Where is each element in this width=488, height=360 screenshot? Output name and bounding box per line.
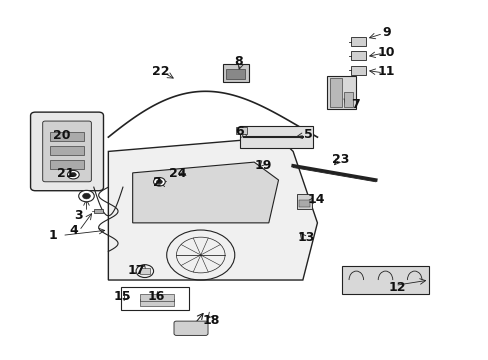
Text: 23: 23 — [331, 153, 349, 166]
Bar — [140, 294, 174, 301]
Text: 24: 24 — [169, 167, 186, 180]
Bar — [351, 51, 366, 60]
Text: 12: 12 — [388, 281, 406, 294]
Text: 7: 7 — [350, 98, 359, 111]
Polygon shape — [239, 126, 312, 148]
Circle shape — [82, 193, 90, 199]
Text: 16: 16 — [147, 289, 164, 303]
Text: 1: 1 — [48, 229, 57, 242]
Text: 2: 2 — [152, 176, 161, 189]
Bar — [222, 64, 249, 82]
Text: 13: 13 — [298, 231, 315, 244]
Bar — [296, 194, 311, 208]
Bar — [120, 287, 188, 310]
Text: 9: 9 — [382, 26, 390, 39]
Bar — [225, 68, 245, 79]
Text: 22: 22 — [152, 64, 169, 77]
Bar — [351, 37, 366, 46]
Bar — [140, 268, 149, 274]
Text: 17: 17 — [127, 264, 145, 276]
Circle shape — [79, 190, 94, 202]
Polygon shape — [108, 137, 317, 280]
Bar — [298, 200, 309, 207]
FancyBboxPatch shape — [30, 112, 103, 191]
Text: 18: 18 — [203, 314, 220, 327]
Text: 15: 15 — [113, 289, 130, 303]
Text: 11: 11 — [377, 65, 394, 78]
Text: 19: 19 — [254, 159, 271, 172]
Text: 14: 14 — [307, 193, 325, 206]
Text: 20: 20 — [53, 129, 71, 142]
Bar — [140, 299, 174, 306]
Text: 6: 6 — [235, 125, 244, 138]
Bar — [50, 146, 84, 155]
Bar — [329, 78, 341, 107]
Bar — [50, 160, 84, 169]
Circle shape — [70, 172, 76, 177]
Bar — [94, 208, 102, 213]
Bar — [344, 93, 352, 107]
FancyBboxPatch shape — [174, 321, 207, 336]
Bar — [351, 66, 366, 75]
Text: 8: 8 — [234, 55, 243, 68]
Polygon shape — [132, 162, 278, 223]
Bar — [326, 76, 356, 109]
Circle shape — [156, 180, 162, 184]
Bar — [50, 132, 84, 141]
Text: 4: 4 — [69, 224, 78, 237]
Text: 21: 21 — [57, 167, 74, 180]
Text: 5: 5 — [304, 128, 312, 141]
Text: 3: 3 — [74, 209, 82, 222]
Circle shape — [67, 170, 79, 179]
Polygon shape — [341, 266, 428, 294]
Text: 10: 10 — [377, 46, 394, 59]
Bar — [236, 127, 246, 134]
FancyBboxPatch shape — [42, 121, 91, 182]
Circle shape — [153, 177, 165, 186]
